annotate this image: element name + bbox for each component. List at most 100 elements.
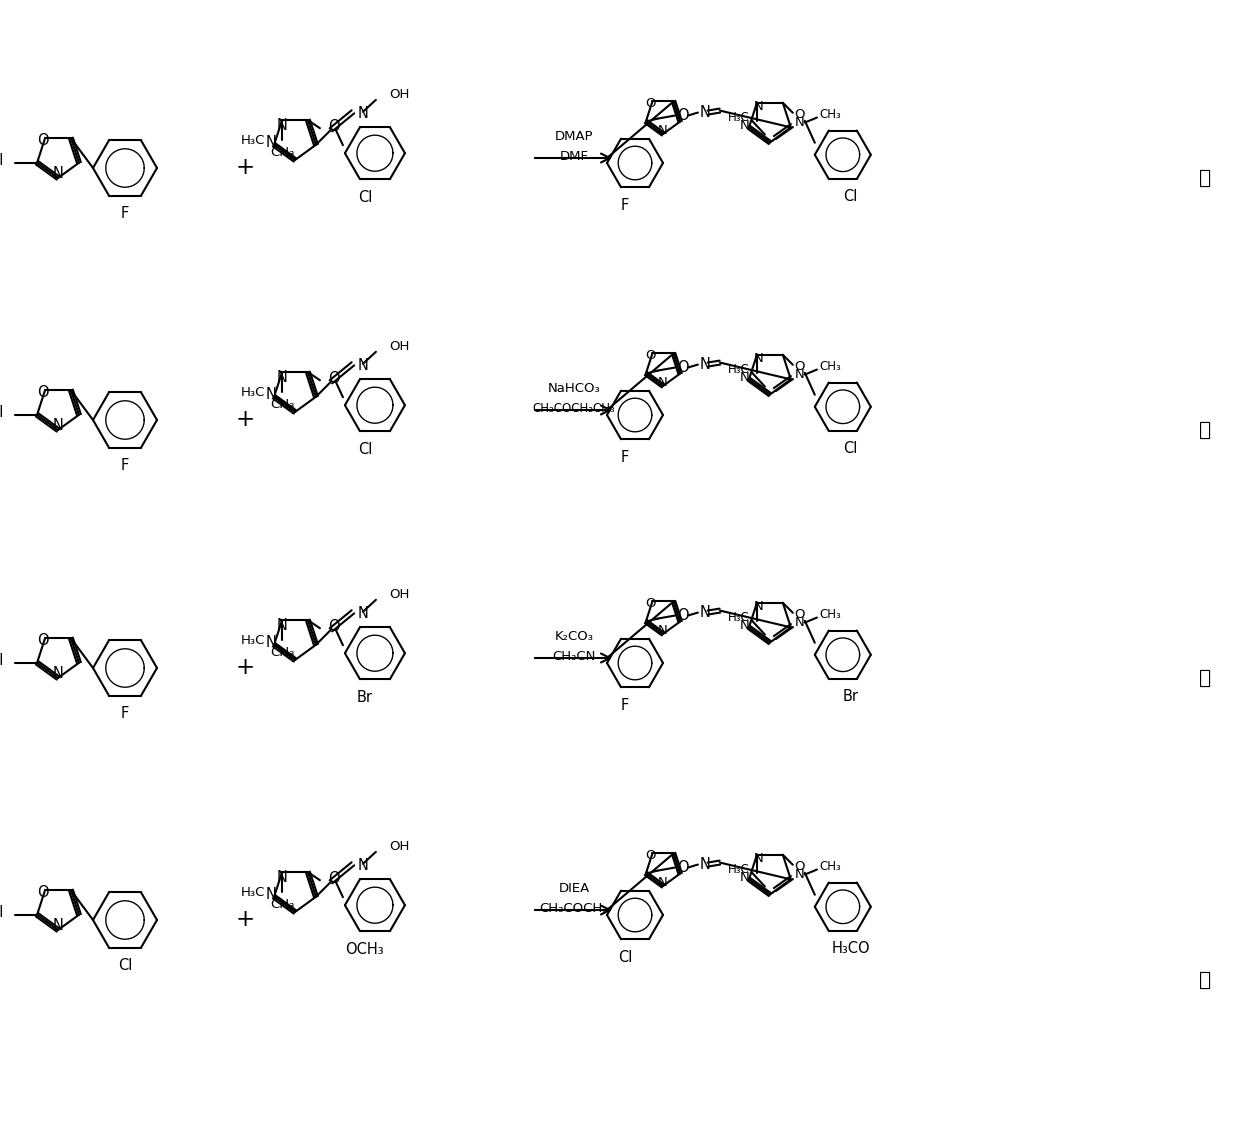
Text: H₃C: H₃C (241, 134, 265, 146)
Text: CH₃: CH₃ (818, 360, 841, 374)
Text: N: N (277, 869, 288, 885)
Text: H₃C: H₃C (241, 634, 265, 646)
Text: H₃CO: H₃CO (832, 942, 870, 957)
Text: Br: Br (357, 689, 373, 705)
Text: O: O (327, 370, 340, 386)
Text: O: O (327, 619, 340, 634)
Text: N: N (265, 387, 277, 402)
Text: OCH₃: OCH₃ (346, 942, 384, 957)
Text: +: + (236, 409, 254, 431)
Text: K₂CO₃: K₂CO₃ (554, 629, 594, 643)
Text: N: N (699, 357, 711, 372)
Text: CH₃: CH₃ (270, 146, 294, 158)
Text: O: O (327, 119, 340, 134)
Text: CH₃: CH₃ (818, 860, 841, 873)
Text: O: O (795, 360, 805, 374)
Text: F: F (120, 206, 129, 222)
Text: NaHCO₃: NaHCO₃ (548, 381, 600, 394)
Text: O: O (645, 849, 656, 861)
Text: Cl: Cl (358, 441, 372, 456)
Text: N: N (754, 101, 764, 113)
Text: O: O (677, 860, 688, 875)
Text: 或: 或 (1199, 169, 1211, 188)
Text: DMF: DMF (559, 149, 589, 163)
Text: CH₃COCH₃: CH₃COCH₃ (539, 901, 609, 915)
Text: O: O (645, 597, 656, 610)
Text: O: O (37, 132, 48, 147)
Text: Cl: Cl (0, 906, 2, 920)
Text: OH: OH (389, 589, 409, 601)
Text: H₃C: H₃C (728, 363, 750, 376)
Text: 。: 。 (1199, 970, 1211, 989)
Text: O: O (677, 608, 688, 623)
Text: CH₃: CH₃ (818, 108, 841, 121)
Text: +: + (236, 156, 254, 180)
Text: O: O (795, 109, 805, 121)
Text: CH₃: CH₃ (818, 608, 841, 621)
Text: CH₃: CH₃ (270, 645, 294, 659)
Text: H₃C: H₃C (241, 885, 265, 899)
Text: O: O (37, 385, 48, 400)
Text: F: F (621, 197, 629, 213)
Text: N: N (740, 871, 750, 884)
Text: N: N (740, 619, 750, 632)
Text: Cl: Cl (0, 153, 2, 169)
Text: OH: OH (389, 840, 409, 854)
Text: O: O (677, 108, 688, 123)
Text: N: N (277, 618, 288, 633)
Text: N: N (658, 376, 668, 388)
Text: O: O (37, 633, 48, 648)
Text: N: N (358, 359, 368, 374)
Text: H₃C: H₃C (728, 611, 750, 624)
Text: N: N (358, 106, 368, 121)
Text: N: N (52, 418, 63, 432)
Text: N: N (52, 165, 63, 180)
Text: Cl: Cl (358, 190, 372, 205)
Text: N: N (52, 666, 63, 680)
Text: O: O (677, 360, 688, 375)
Text: N: N (795, 117, 805, 129)
Text: N: N (740, 119, 750, 131)
Text: N: N (740, 371, 750, 384)
Text: N: N (754, 352, 764, 366)
Text: DIEA: DIEA (558, 882, 590, 894)
Text: 或: 或 (1199, 669, 1211, 687)
Text: Br: Br (843, 689, 859, 704)
Text: N: N (699, 857, 711, 872)
Text: H₃C: H₃C (241, 386, 265, 398)
Text: F: F (120, 706, 129, 721)
Text: N: N (52, 918, 63, 933)
Text: N: N (699, 105, 711, 120)
Text: N: N (795, 616, 805, 629)
Text: N: N (277, 370, 288, 385)
Text: DMAP: DMAP (554, 129, 593, 143)
Text: Cl: Cl (0, 653, 2, 668)
Text: CH₃CN: CH₃CN (552, 650, 595, 662)
Text: F: F (120, 458, 129, 473)
Text: Cl: Cl (618, 950, 632, 964)
Text: O: O (795, 608, 805, 621)
Text: Cl: Cl (843, 441, 858, 456)
Text: Cl: Cl (0, 405, 2, 420)
Text: Cl: Cl (843, 189, 858, 204)
Text: OH: OH (389, 341, 409, 353)
Text: N: N (699, 606, 711, 620)
Text: H₃C: H₃C (728, 863, 750, 876)
Text: N: N (795, 868, 805, 881)
Text: 或: 或 (1199, 420, 1211, 439)
Text: Cl: Cl (118, 959, 133, 974)
Text: H₃C: H₃C (728, 111, 750, 125)
Text: O: O (37, 885, 48, 900)
Text: CH₃: CH₃ (270, 397, 294, 411)
Text: N: N (358, 607, 368, 621)
Text: N: N (265, 887, 277, 902)
Text: F: F (621, 697, 629, 712)
Text: N: N (265, 136, 277, 151)
Text: N: N (265, 635, 277, 650)
Text: N: N (658, 624, 668, 636)
Text: CH₃COCH₂CH₃: CH₃COCH₂CH₃ (533, 402, 615, 414)
Text: O: O (327, 871, 340, 885)
Text: N: N (277, 118, 288, 132)
Text: N: N (754, 600, 764, 614)
Text: +: + (236, 657, 254, 679)
